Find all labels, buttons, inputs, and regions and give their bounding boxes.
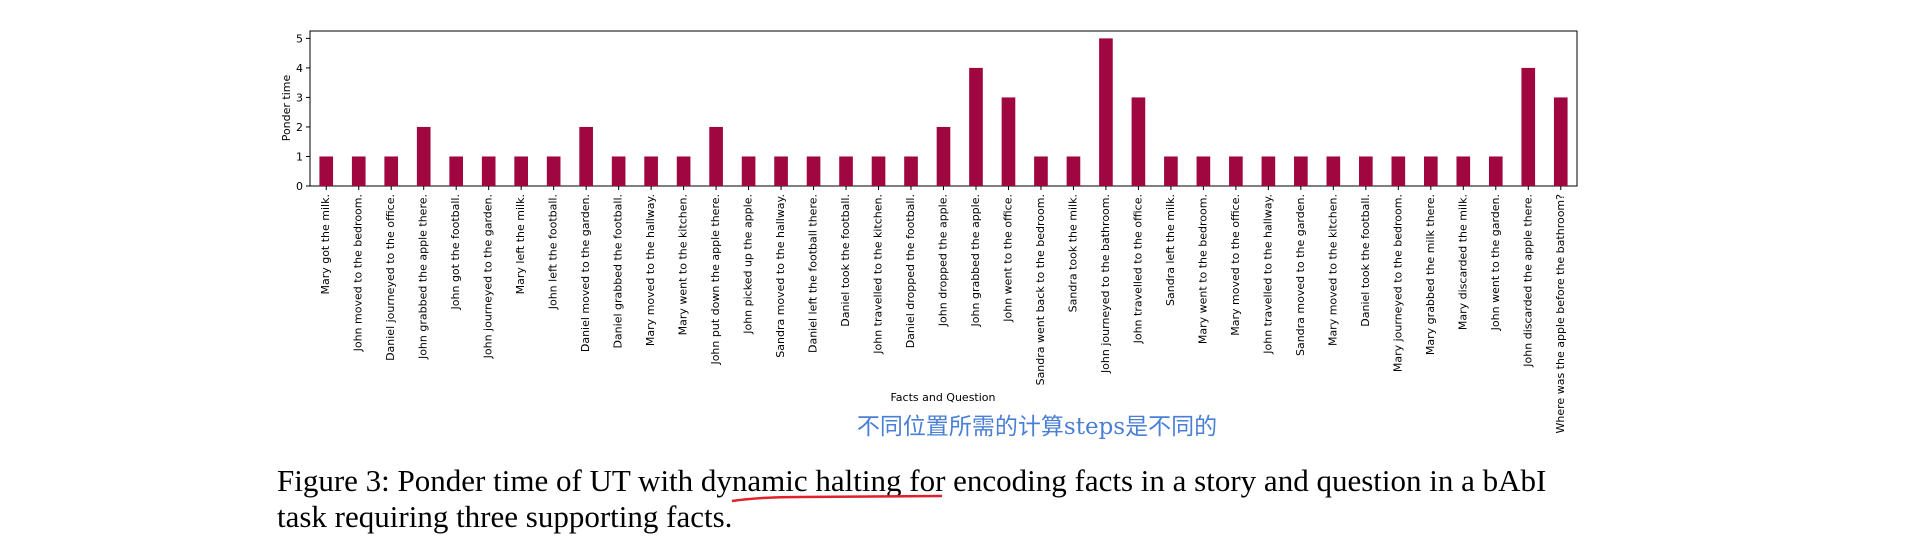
bar: [351, 156, 366, 186]
x-tick-label: John journeyed to the garden.: [482, 194, 495, 359]
x-tick-label: Mary left the milk.: [514, 194, 527, 294]
y-tick-label: 4: [296, 62, 303, 75]
y-axis-label: Ponder time: [280, 74, 293, 141]
bar: [741, 156, 756, 186]
bar: [1553, 97, 1568, 186]
bar: [1521, 67, 1536, 186]
x-tick-label: John grabbed the apple.: [969, 194, 982, 327]
bar: [319, 156, 334, 186]
x-tick-label: John put down the apple there.: [709, 194, 722, 366]
x-tick-label: Where was the apple before the bathroom?: [1554, 194, 1567, 434]
bar: [611, 156, 626, 186]
bar: [936, 126, 951, 186]
x-tick-label: Mary journeyed to the bedroom.: [1391, 194, 1404, 372]
bar: [579, 126, 593, 186]
y-tick-label: 3: [296, 91, 303, 104]
bar: [1391, 156, 1406, 186]
x-tick-label: Mary went to the bedroom.: [1196, 194, 1209, 344]
caption-line: task requiring three supporting facts.: [277, 499, 732, 534]
x-tick-label: Mary moved to the kitchen.: [1326, 194, 1339, 346]
x-tick-label: Mary moved to the office.: [1229, 194, 1242, 336]
bar: [709, 126, 723, 186]
x-tick-label: Daniel took the football.: [1359, 194, 1372, 327]
x-tick-label: Daniel dropped the football.: [904, 194, 917, 348]
bar: [449, 156, 464, 186]
bar: [904, 156, 918, 186]
bar: [1196, 156, 1211, 186]
bar: [546, 156, 561, 186]
x-tick-label: John journeyed to the bathroom.: [1099, 194, 1112, 374]
x-tick-label: Mary grabbed the milk there.: [1424, 194, 1437, 355]
bar: [1034, 156, 1048, 186]
caption-line: Figure 3: Ponder time of UT with dynamic…: [277, 463, 1546, 498]
x-axis-label: Facts and Question: [890, 391, 995, 404]
bar: [1488, 156, 1503, 186]
bar: [1099, 38, 1113, 186]
x-tick-label: Mary moved to the hallway.: [644, 194, 657, 346]
x-tick-label: John travelled to the kitchen.: [872, 194, 885, 355]
bar: [481, 156, 496, 186]
x-tick-label: Daniel moved to the garden.: [579, 194, 592, 352]
x-tick-label: Sandra took the milk.: [1066, 194, 1079, 312]
bar: [1229, 156, 1243, 186]
bar: [1294, 156, 1308, 186]
bar: [1001, 97, 1016, 186]
x-tick-label: Daniel took the football.: [839, 194, 852, 327]
x-tick-label: Sandra moved to the hallway.: [774, 194, 787, 358]
bar: [839, 156, 853, 186]
x-tick-label: Mary discarded the milk.: [1456, 194, 1469, 330]
bar: [514, 156, 528, 186]
bar: [1066, 156, 1081, 186]
bar: [676, 156, 691, 186]
x-tick-label: John dropped the apple.: [937, 194, 950, 327]
x-tick-label: John picked up the apple.: [742, 194, 755, 335]
y-tick-label: 0: [296, 180, 303, 193]
x-tick-label: John went to the office.: [1001, 194, 1014, 323]
x-tick-label: John went to the garden.: [1489, 194, 1502, 331]
x-tick-label: Sandra left the milk.: [1164, 194, 1177, 306]
bar: [806, 156, 821, 186]
y-tick-label: 1: [296, 150, 303, 163]
bar: [1326, 156, 1341, 186]
bar: [1164, 156, 1178, 186]
bar: [969, 67, 983, 186]
annotation: 不同位置所需的计算steps是不同的: [857, 414, 1217, 440]
y-tick-label: 5: [296, 32, 303, 45]
bar: [871, 156, 886, 186]
x-tick-label: John got the football.: [449, 194, 462, 310]
y-tick-label: 2: [296, 121, 303, 134]
x-tick-label: Mary got the milk.: [319, 194, 332, 295]
bar: [1456, 156, 1471, 186]
bar: [1359, 156, 1373, 186]
x-tick-label: John discarded the apple there.: [1521, 194, 1534, 368]
x-tick-label: Sandra moved to the garden.: [1294, 194, 1307, 356]
bar: [774, 156, 788, 186]
bar: [644, 156, 658, 186]
x-tick-label: Mary went to the kitchen.: [677, 194, 690, 335]
x-tick-label: Daniel left the football there.: [807, 194, 820, 353]
x-tick-label: Daniel journeyed to the office.: [384, 194, 397, 361]
bar: [1131, 97, 1146, 186]
bar: [1261, 156, 1276, 186]
x-tick-label: Daniel grabbed the football.: [612, 194, 625, 349]
x-tick-label: John moved to the bedroom.: [352, 194, 365, 352]
bar: [416, 126, 431, 186]
underline: [731, 494, 943, 503]
x-tick-label: John left the football.: [547, 194, 560, 310]
bar: [1423, 156, 1438, 186]
bar: [384, 156, 399, 186]
x-tick-label: John travelled to the office.: [1131, 194, 1144, 344]
x-tick-label: John travelled to the hallway.: [1261, 194, 1274, 355]
x-tick-label: Sandra went back to the bedroom.: [1034, 194, 1047, 385]
x-tick-label: John grabbed the apple there.: [417, 194, 430, 360]
